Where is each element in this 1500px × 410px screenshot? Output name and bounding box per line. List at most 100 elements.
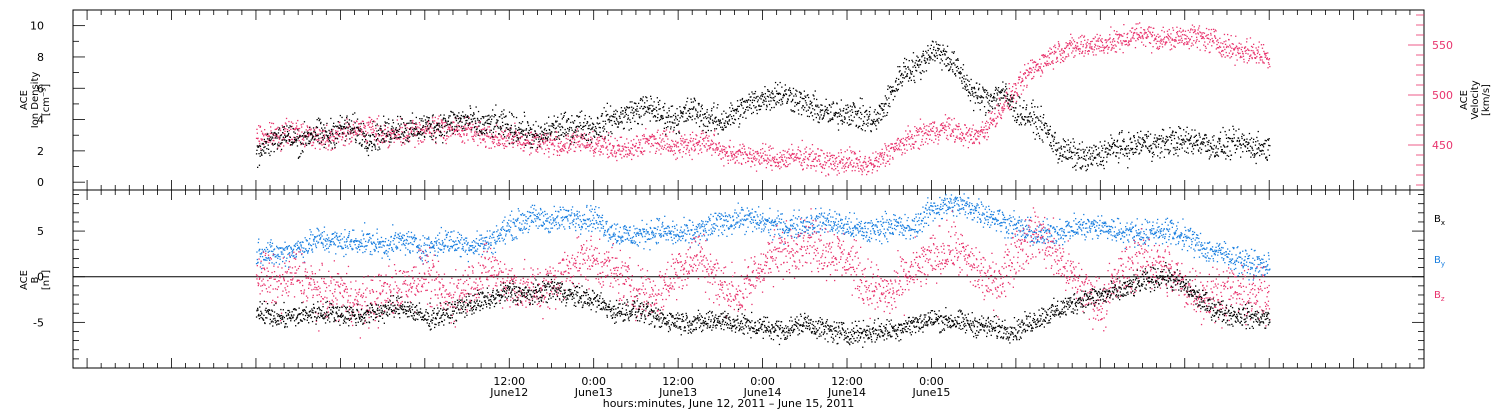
velocity-point [560,150,562,152]
velocity-point [744,151,746,153]
density-point [496,121,498,123]
velocity-point [1062,50,1064,52]
velocity-point [279,128,281,130]
velocity-point [642,153,644,156]
velocity-point [930,123,932,125]
velocity-point [790,157,792,159]
velocity-point [1140,37,1142,39]
density-point [530,146,532,149]
density-point [800,114,803,116]
density-point [331,147,333,149]
density-point [513,131,515,134]
density-point [601,113,604,115]
velocity-point [611,154,613,156]
velocity-point [326,124,328,126]
velocity-point [411,121,414,123]
velocity-point [1091,48,1094,50]
density-point [762,99,765,101]
density-point [700,106,702,108]
density-point [571,129,573,131]
density-point [833,114,835,116]
velocity-point [995,125,997,127]
velocity-point [810,152,813,154]
velocity-point [1096,48,1098,50]
velocity-point [1108,38,1111,40]
velocity-point [431,127,433,129]
density-point [393,133,395,135]
velocity-point [717,147,719,149]
velocity-point [1181,34,1184,36]
velocity-point [554,139,556,141]
velocity-point [969,135,972,137]
density-point [709,122,711,124]
density-point [359,142,361,144]
velocity-point [886,154,888,156]
velocity-point [986,139,988,141]
velocity-point [292,128,295,130]
density-point [383,115,385,117]
velocity-point [1199,49,1201,51]
density-point [337,125,339,127]
density-point [628,106,631,109]
velocity-point [548,156,550,158]
density-point [381,138,384,140]
velocity-point [593,155,595,157]
density-point [324,127,326,129]
velocity-point [273,134,275,137]
density-point [778,92,780,94]
velocity-point [644,137,646,140]
velocity-point [843,171,845,173]
density-point [482,123,484,125]
velocity-point [1231,43,1233,45]
density-point [526,135,528,137]
velocity-point [739,150,741,153]
density-point [524,134,526,136]
velocity-point [754,157,756,159]
velocity-point [267,141,269,144]
velocity-point [1249,55,1251,57]
density-point [777,93,779,95]
y-tick-label-density: 0 [37,176,44,189]
velocity-point [975,139,977,141]
velocity-point [713,133,715,136]
velocity-point [367,121,370,123]
density-point [764,96,766,98]
velocity-point [683,142,685,144]
velocity-point [324,141,327,143]
velocity-point [911,143,913,145]
density-point [501,110,503,113]
density-point [624,107,626,109]
velocity-point [1119,48,1121,50]
velocity-point [734,161,737,163]
density-point [622,110,624,112]
velocity-point [488,126,491,128]
velocity-point [1092,51,1094,53]
velocity-point [973,142,975,144]
velocity-point [859,150,861,152]
velocity-point [822,167,824,169]
velocity-point [1255,57,1257,59]
density-point [291,141,294,143]
density-point [827,109,829,111]
velocity-point [758,159,760,161]
velocity-point [417,126,419,128]
velocity-point [951,119,953,121]
velocity-point [500,136,502,138]
velocity-point [627,153,629,156]
velocity-point [1041,72,1044,74]
velocity-point [321,130,323,132]
density-point [359,130,361,132]
velocity-point [450,129,452,131]
velocity-point [872,169,874,171]
velocity-point [1193,26,1195,28]
density-point [476,128,478,130]
velocity-point [546,140,548,142]
velocity-point [405,137,408,139]
velocity-point [1059,61,1062,64]
velocity-point [980,126,982,128]
velocity-point [1215,37,1217,39]
velocity-point [963,136,965,139]
density-point [409,120,411,122]
velocity-point [323,135,326,138]
density-point [412,135,414,137]
